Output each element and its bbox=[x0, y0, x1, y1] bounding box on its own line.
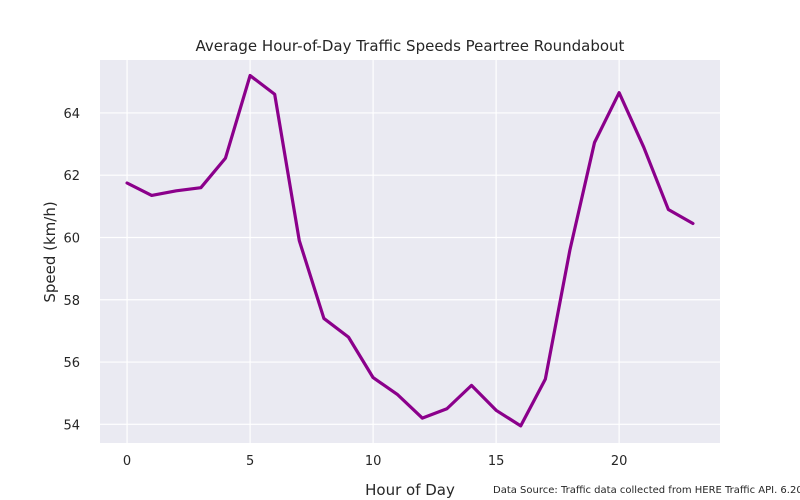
y-tick-label: 60 bbox=[63, 231, 80, 246]
x-tick-label: 15 bbox=[488, 454, 505, 469]
x-tick-label: 20 bbox=[611, 454, 628, 469]
y-tick-label: 54 bbox=[63, 418, 80, 433]
chart-title: Average Hour-of-Day Traffic Speeds Peart… bbox=[196, 37, 625, 55]
x-axis-title: Hour of Day bbox=[365, 481, 455, 499]
y-axis-title: Speed (km/h) bbox=[41, 201, 59, 302]
series-lines bbox=[125, 73, 695, 428]
y-tick-label: 58 bbox=[63, 294, 80, 309]
y-tick-label: 56 bbox=[63, 356, 80, 371]
y-tick-label: 62 bbox=[63, 169, 80, 184]
y-tick-label: 64 bbox=[63, 107, 80, 122]
x-tick-label: 5 bbox=[246, 454, 254, 469]
grid-lines bbox=[100, 60, 720, 443]
speed-series-line bbox=[125, 73, 695, 428]
plot-area bbox=[100, 60, 720, 443]
tick-labels: 0 5 10 15 20 54 56 58 60 62 64 bbox=[63, 107, 627, 469]
x-tick-label: 0 bbox=[123, 454, 131, 469]
data-source-note: Data Source: Traffic data collected from… bbox=[493, 485, 800, 496]
x-tick-label: 10 bbox=[365, 454, 382, 469]
